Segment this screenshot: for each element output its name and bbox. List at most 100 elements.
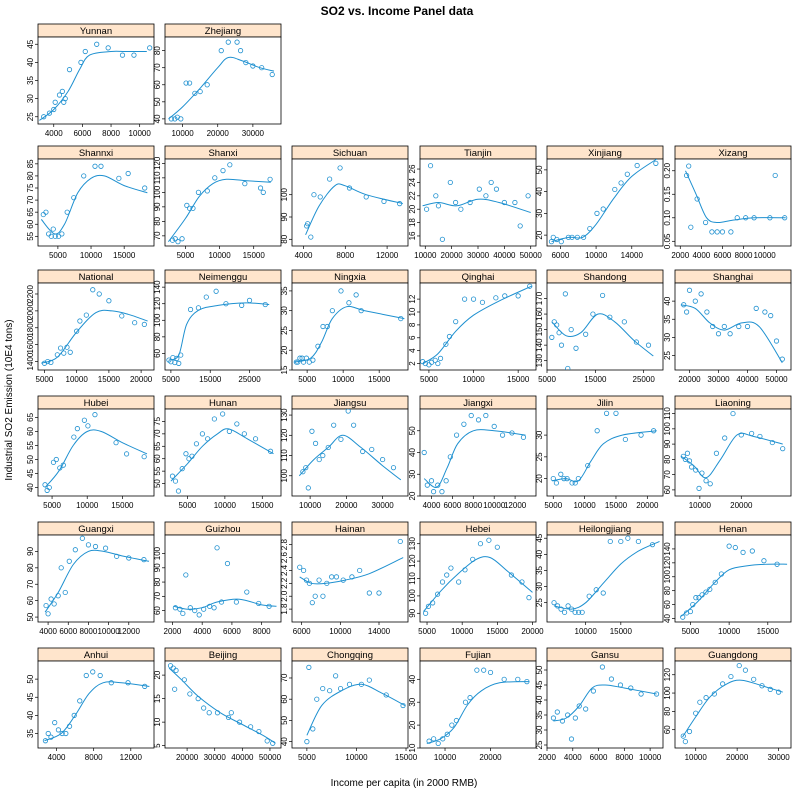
data-point <box>550 475 556 482</box>
data-point <box>719 229 726 235</box>
data-point <box>141 321 147 327</box>
data-point <box>55 727 62 733</box>
data-point <box>573 345 579 351</box>
x-tick-label: 20000 <box>176 753 199 762</box>
data-point <box>768 313 774 319</box>
data-point <box>267 448 274 454</box>
x-tick-label: 4000 <box>45 129 63 138</box>
y-tick-label: 40 <box>280 737 289 746</box>
x-tick-label: 6000 <box>293 627 311 636</box>
data-point <box>353 292 359 298</box>
data-point <box>703 478 709 484</box>
panel-title: Gansu <box>591 650 619 661</box>
x-tick-label: 8000 <box>464 501 482 510</box>
data-point <box>696 485 702 491</box>
data-point <box>397 201 403 207</box>
data-point <box>488 179 494 186</box>
data-point <box>211 605 217 611</box>
data-point <box>227 162 233 168</box>
data-point <box>703 695 709 701</box>
data-point <box>315 343 321 349</box>
panel-title: Hebei <box>466 524 491 535</box>
x-tick-label: 15000 <box>113 251 136 260</box>
x-tick-label: 4000 <box>295 251 313 260</box>
data-point <box>311 192 317 198</box>
data-point <box>682 738 688 745</box>
data-point <box>54 352 60 358</box>
x-tick-label: 5000 <box>544 501 562 510</box>
data-point <box>304 739 310 745</box>
data-point <box>360 448 366 455</box>
data-point <box>72 547 78 553</box>
data-point <box>363 194 369 200</box>
data-point <box>213 288 219 294</box>
data-point <box>502 293 508 299</box>
data-point <box>218 599 225 605</box>
panel-plot-area <box>164 534 282 623</box>
data-point <box>175 239 181 245</box>
x-tick-label: 4000 <box>564 753 582 762</box>
x-tick-label: 25000 <box>238 375 261 384</box>
data-point <box>453 717 459 724</box>
y-tick-label: 1400 <box>26 352 35 370</box>
data-point <box>446 333 453 340</box>
data-point <box>520 434 527 440</box>
data-point <box>710 323 716 330</box>
data-point <box>74 328 80 334</box>
data-point <box>52 720 58 726</box>
data-point <box>397 538 403 545</box>
data-point <box>340 577 346 583</box>
data-point <box>653 160 659 166</box>
data-point <box>479 299 486 305</box>
data-point <box>42 738 49 744</box>
data-point <box>48 734 54 740</box>
data-point <box>515 293 521 299</box>
y-tick-label: 90 <box>26 546 35 555</box>
x-tick-label: 6000 <box>714 251 732 260</box>
y-tick-label: 60 <box>153 454 162 463</box>
data-point <box>256 728 262 735</box>
data-point <box>550 715 557 721</box>
smooth-line <box>305 183 403 236</box>
data-point <box>141 557 147 563</box>
x-tick-label: 8000 <box>85 753 103 762</box>
data-point <box>692 298 698 304</box>
y-tick-label: 5 <box>153 743 162 748</box>
panel-hebei: Hebei 5000 10000 15000 20000 90 100 110 120 130 <box>408 521 544 636</box>
y-tick-label: 15 <box>280 365 289 374</box>
data-point <box>575 475 581 482</box>
y-tick-label: 2.8 <box>280 539 289 551</box>
data-point <box>105 45 111 51</box>
data-point <box>306 664 312 670</box>
x-tick-label: 10000 <box>685 753 708 762</box>
panel-qinghai: Qinghai 5000 10000 15000 2 4 6 8 10 12 <box>408 269 537 384</box>
x-axis-label: Income per capita (in 2000 RMB) <box>331 778 478 789</box>
panel-title: Xizang <box>718 148 747 159</box>
data-point <box>508 572 514 578</box>
x-tick-label: 15000 <box>243 251 266 260</box>
data-point <box>45 730 51 737</box>
panel-plot-area <box>674 408 792 497</box>
data-point <box>740 549 746 556</box>
data-point <box>425 603 432 609</box>
data-point <box>79 535 85 541</box>
x-tick-label: 5000 <box>538 375 556 384</box>
smooth-line <box>173 598 277 610</box>
data-point <box>753 305 759 311</box>
data-point <box>759 683 765 689</box>
data-point <box>226 428 232 434</box>
data-point <box>308 234 314 240</box>
y-tick-label: 40 <box>26 483 35 492</box>
data-point <box>179 466 185 472</box>
data-point <box>749 430 755 437</box>
smooth-line <box>553 684 657 722</box>
data-point <box>48 596 54 602</box>
panel-hunan: Hunan 5000 10000 15000 50 55 60 65 70 75 <box>153 395 282 510</box>
data-point <box>607 314 613 320</box>
data-point <box>444 572 450 578</box>
data-point <box>193 441 200 447</box>
data-point <box>186 456 192 462</box>
y-tick-label: 60 <box>663 725 672 734</box>
